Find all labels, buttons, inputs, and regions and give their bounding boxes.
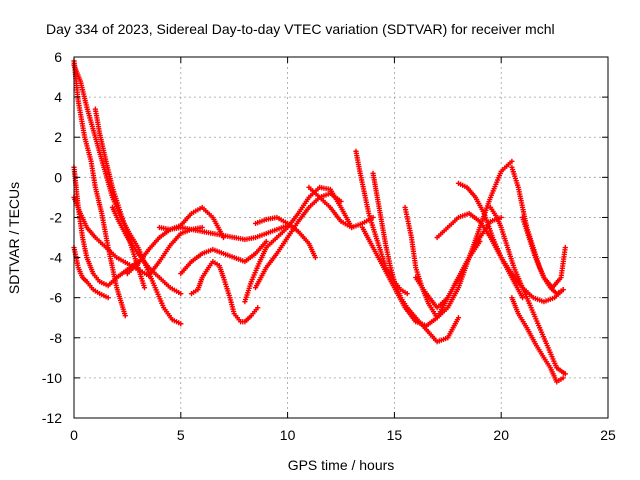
x-axis-label: GPS time / hours: [288, 457, 395, 473]
series-trace-13: [252, 190, 344, 291]
series-trace-2: [71, 62, 184, 327]
grid-lines: [74, 57, 608, 418]
y-tick-label: -12: [42, 410, 62, 426]
y-tick-label: -8: [50, 330, 63, 346]
data-point: [141, 285, 148, 291]
data-point: [509, 158, 515, 164]
series-trace-4: [71, 244, 111, 301]
data-point: [122, 313, 128, 319]
data-point: [312, 254, 318, 261]
x-tick-label: 0: [70, 427, 78, 443]
x-tick-label: 10: [280, 427, 296, 443]
chart-title: Day 334 of 2023, Sidereal Day-to-day VTE…: [46, 21, 555, 37]
data-point: [519, 295, 526, 301]
x-tick-label: 15: [387, 427, 403, 443]
series-trace-25: [519, 214, 568, 291]
series-trace-21: [434, 210, 526, 301]
y-tick-label: -2: [50, 209, 63, 225]
data-point: [263, 238, 269, 245]
y-tick-label: -4: [50, 250, 63, 266]
series-trace-10: [188, 258, 261, 325]
data-point: [404, 291, 410, 297]
y-tick-label: 2: [54, 129, 62, 145]
data-point: [255, 305, 261, 311]
data-point: [220, 234, 227, 241]
series-trace-9: [156, 204, 227, 241]
x-tick-label: 20: [493, 427, 509, 443]
data-point: [455, 315, 462, 321]
x-tick-label: 5: [177, 427, 185, 443]
series-trace-12: [242, 184, 355, 305]
series-trace-5: [71, 194, 205, 279]
axis-ticks: [73, 56, 609, 419]
data-point: [562, 371, 568, 377]
data-point: [562, 244, 568, 251]
y-axis-label: SDTVAR / TECUs: [6, 182, 22, 294]
y-tick-label: -6: [50, 290, 63, 306]
x-tick-label: 25: [600, 427, 616, 443]
x-tick-labels: 0 5 10 15 20 25: [70, 427, 616, 443]
series-trace-23: [487, 204, 568, 377]
y-tick-label: 4: [54, 89, 62, 105]
data-point: [560, 375, 566, 381]
data-point: [178, 321, 184, 327]
plot-frame: [73, 56, 609, 419]
data-marks: [71, 58, 568, 385]
series-trace-16: [353, 148, 410, 297]
y-tick-labels: -12 -10 -8 -6 -4 -2 0 2 4 6: [42, 49, 62, 426]
y-tick-label: -10: [42, 370, 62, 386]
data-point: [560, 287, 566, 293]
y-tick-label: 0: [54, 169, 62, 185]
data-point: [178, 291, 184, 297]
data-point: [105, 295, 111, 301]
data-point: [338, 198, 344, 204]
series-trace-26: [509, 295, 566, 385]
y-tick-label: 6: [54, 49, 62, 65]
series-trace-11: [178, 238, 269, 277]
series-trace-15: [306, 184, 376, 231]
series-trace-14: [252, 214, 318, 261]
series-trace-22: [455, 180, 566, 305]
